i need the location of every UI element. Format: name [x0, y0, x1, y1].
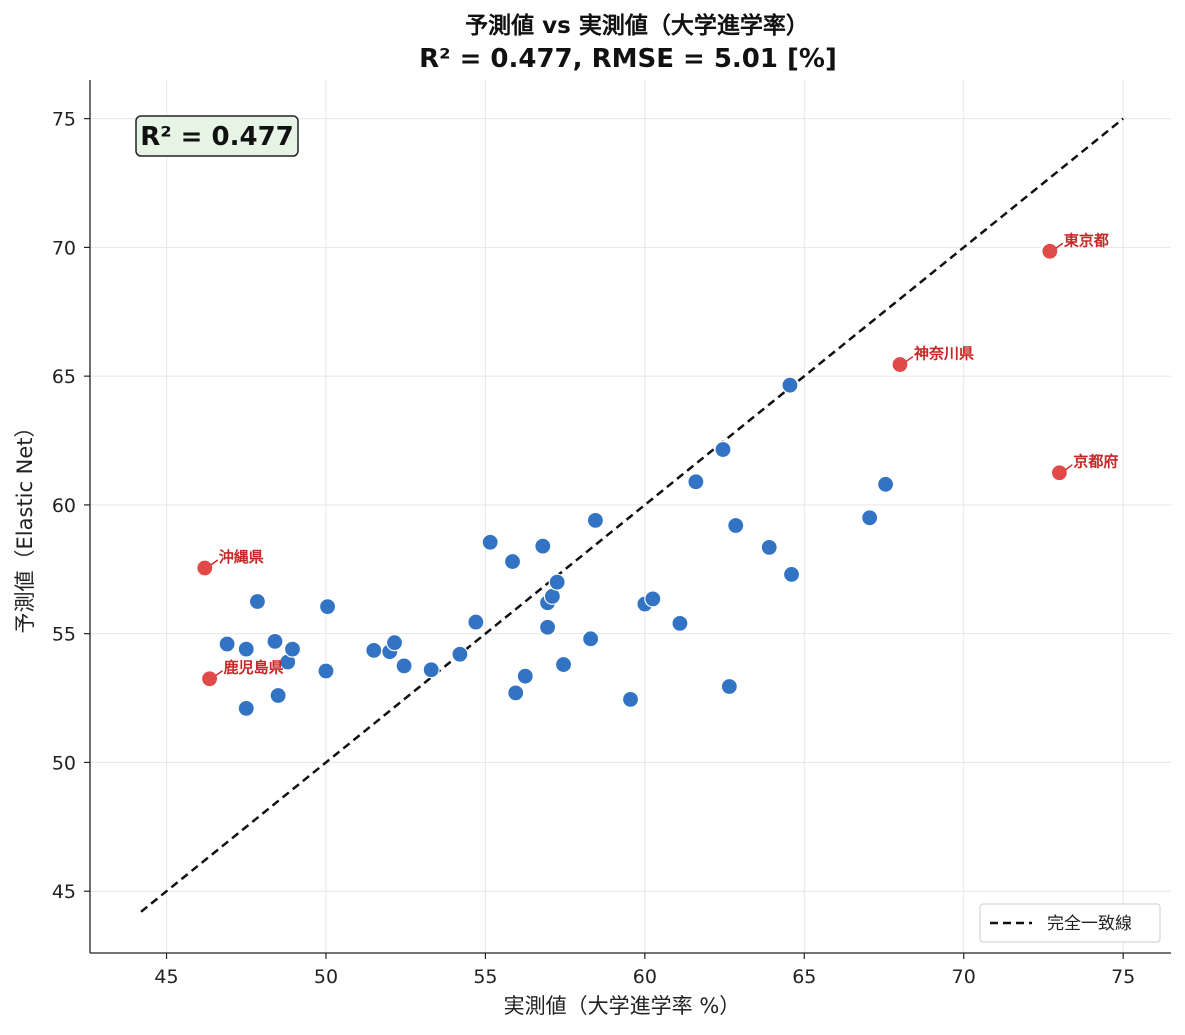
data-point — [877, 475, 895, 493]
highlight-point — [196, 559, 214, 577]
chart-title: 予測値 vs 実測値（大学進学率） — [465, 12, 809, 39]
y-tick-label: 60 — [52, 495, 76, 517]
reference-line-group — [140, 117, 1124, 913]
highlight-point — [1050, 464, 1068, 482]
y-tick-label: 55 — [52, 624, 76, 646]
data-point — [782, 565, 801, 584]
highlight-point — [200, 670, 219, 688]
r2-box-text: R² = 0.477 — [140, 122, 294, 152]
data-point — [365, 641, 383, 660]
x-ticks: 45 50 55 60 65 70 75 — [154, 953, 1135, 988]
x-tick-label: 65 — [792, 966, 816, 988]
data-point — [554, 655, 573, 674]
data-point — [507, 684, 525, 702]
data-point — [385, 634, 404, 652]
point-annotation: 沖縄県 — [219, 548, 264, 566]
y-tick-label: 65 — [52, 366, 76, 388]
annotation-arrow — [215, 670, 223, 677]
annotation-arrow — [905, 355, 914, 363]
annotation-arrow — [1055, 242, 1064, 249]
data-point — [395, 657, 413, 675]
x-tick-label: 45 — [154, 966, 178, 988]
data-point — [534, 537, 552, 555]
point-annotation: 神奈川県 — [914, 345, 974, 363]
y-tick-label: 50 — [52, 752, 76, 774]
data-point — [266, 632, 284, 650]
x-axis-label: 実測値（大学進学率 %） — [504, 994, 741, 1018]
y-tick-label: 45 — [52, 881, 76, 903]
legend-label: 完全一致線 — [1047, 914, 1132, 934]
point-annotation: 鹿児島県 — [224, 659, 284, 677]
data-point — [218, 635, 236, 653]
data-point — [671, 614, 689, 632]
x-tick-label: 50 — [314, 966, 338, 988]
x-tick-label: 55 — [473, 966, 497, 988]
data-point — [548, 573, 566, 591]
data-point — [582, 630, 600, 648]
y-tick-label: 75 — [52, 109, 76, 131]
data-point — [317, 662, 335, 680]
data-points — [218, 376, 895, 717]
legend: 完全一致線 — [979, 903, 1161, 943]
data-point — [727, 516, 745, 535]
point-annotation: 京都府 — [1073, 453, 1118, 471]
data-point — [687, 473, 705, 491]
data-point — [538, 618, 557, 636]
x-tick-label: 60 — [633, 966, 657, 988]
highlight-point — [891, 355, 909, 374]
point-annotation: 東京都 — [1064, 231, 1109, 249]
r2-box: R² = 0.477 — [135, 115, 299, 157]
legend-box — [979, 903, 1161, 943]
data-point — [720, 677, 738, 696]
data-point — [283, 640, 302, 658]
data-point — [621, 690, 640, 708]
annotation-arrow — [1064, 464, 1073, 471]
data-point — [586, 511, 605, 529]
data-point — [516, 667, 534, 685]
data-point — [467, 613, 485, 631]
data-point — [644, 590, 662, 608]
perfect-fit-line — [140, 117, 1124, 913]
data-point — [714, 440, 732, 459]
data-point — [481, 533, 499, 551]
axes — [89, 80, 1171, 954]
y-ticks: 45 50 55 60 65 70 75 — [52, 109, 90, 903]
data-point — [269, 686, 287, 705]
data-point — [422, 661, 440, 679]
data-point — [543, 587, 561, 605]
chart-subtitle: R² = 0.477, RMSE = 5.01 [%] — [419, 44, 837, 74]
x-tick-label: 75 — [1111, 966, 1135, 988]
data-point — [760, 538, 778, 557]
data-point — [861, 509, 879, 527]
grid-lines — [90, 80, 1171, 953]
data-point — [503, 552, 522, 571]
y-tick-label: 70 — [52, 237, 76, 259]
y-axis-label: 予測値（Elastic Net） — [13, 416, 37, 633]
data-point — [781, 376, 799, 394]
data-point — [451, 645, 469, 663]
annotation-arrow — [210, 559, 219, 566]
highlight-point — [1041, 242, 1059, 260]
x-tick-label: 70 — [952, 966, 976, 988]
data-point — [237, 640, 255, 658]
data-point — [237, 699, 255, 717]
r2-box-background — [135, 115, 299, 157]
data-point — [248, 592, 267, 611]
data-point — [318, 598, 337, 616]
